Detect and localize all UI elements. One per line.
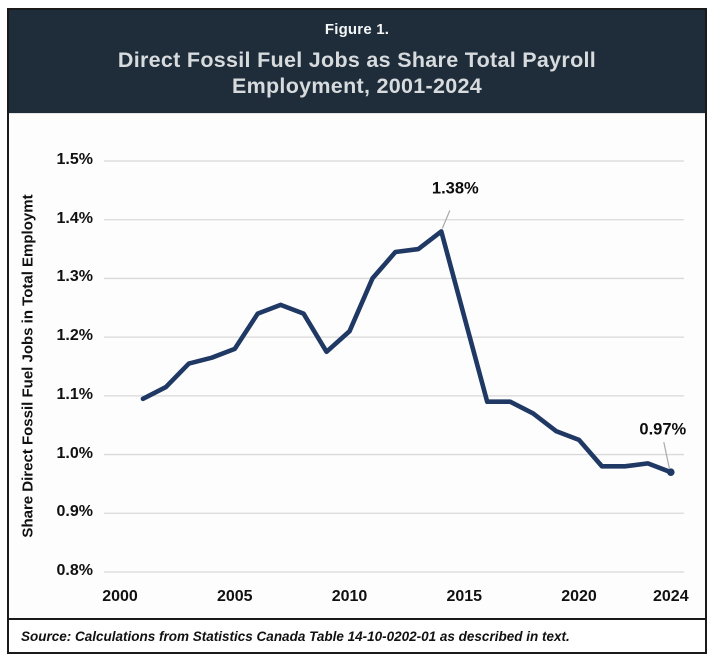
x-tick-label: 2024 [653,588,689,605]
x-tick-label: 2005 [216,588,253,605]
x-tick-label: 2015 [446,588,483,605]
data-line-series [140,229,674,475]
figure-number-label: Figure 1. [324,21,390,38]
y-tick-label: 0.9% [56,503,93,521]
x-tick-label: 2010 [331,588,368,605]
y-tick-label: 1.4% [56,209,93,227]
x-tick-label: 2020 [561,588,597,605]
y-tick-label: 1.0% [56,444,93,462]
y-axis-title: Share Direct Fossil Fuel Jobs in Total E… [19,194,37,538]
figure-header: Figure 1. Direct Fossil Fuel Jobs as Sha… [9,10,705,113]
line-chart-plot [104,160,684,573]
figure-title-line2: Employment, 2001-2024 [231,74,483,99]
x-tick-label: 2000 [102,588,138,605]
annotation-leader-line [663,442,670,469]
source-note: Source: Calculations from Statistics Can… [21,628,570,644]
y-tick-label: 1.2% [56,327,93,345]
chart-area: 1.5% 1.4% 1.3% 1.2% 1.1% 1.0% 0.9% 0.8% 2000 200… [9,113,705,618]
y-tick-label: 1.3% [56,268,93,286]
figure-frame: Figure 1. Direct Fossil Fuel Jobs as Sha… [7,8,707,654]
y-tick-label: 1.1% [56,385,93,403]
y-tick-label: 1.5% [56,151,93,168]
y-tick-label: 0.8% [56,562,93,579]
end-point-marker [667,468,675,476]
data-label-annotation: 1.38% [431,179,479,198]
data-label-annotation: 0.97% [639,420,687,439]
figure-title-line1: Direct Fossil Fuel Jobs as Share Total P… [117,48,597,72]
annotation-leader-line [441,210,451,229]
figure-title: Direct Fossil Fuel Jobs as Share Total P… [118,47,596,99]
source-bar: Source: Calculations from Statistics Can… [9,618,705,652]
